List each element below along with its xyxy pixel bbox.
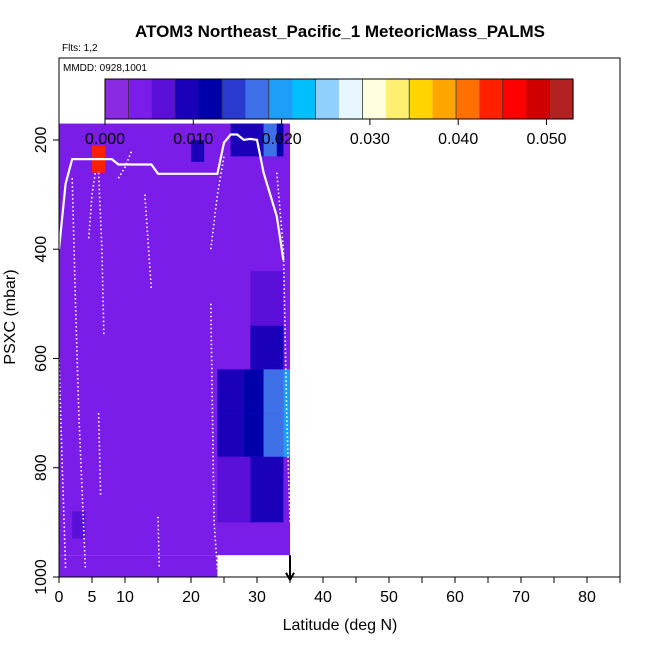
heatmap-cell	[217, 369, 244, 414]
heatmap-cell	[243, 413, 264, 457]
colorbar-swatch	[362, 79, 387, 119]
colorbar-tick-label: 0.020	[262, 131, 302, 148]
flight-track	[210, 303, 219, 569]
heatmap-cell	[250, 325, 284, 370]
heatmap-cell	[276, 123, 284, 157]
colorbar-swatch	[526, 79, 551, 119]
colorbar-swatch	[128, 79, 153, 119]
heatmap-cell	[250, 456, 284, 501]
heatmap-cell	[72, 511, 86, 539]
colorbar-tick-label: 0.040	[438, 131, 478, 148]
heatmap-cell	[158, 413, 224, 468]
x-tick-label: 50	[380, 589, 398, 606]
colorbar-tick-label: 0.050	[526, 131, 566, 148]
flight-track	[210, 156, 225, 250]
heatmap-cell	[125, 555, 218, 577]
heatmap-cell	[243, 369, 264, 414]
colorbar-tick-label: 0.000	[85, 131, 125, 148]
colorbar-swatch	[502, 79, 527, 119]
heatmap-cell	[250, 271, 284, 326]
colorbar-swatch	[222, 79, 246, 119]
colorbar-swatch	[198, 79, 223, 119]
y-tick-label: 600	[33, 345, 50, 372]
heatmap-cell	[250, 500, 284, 523]
flights-label: Flts: 1,2	[62, 43, 98, 54]
y-tick-label: 200	[33, 127, 50, 154]
colorbar-frame	[104, 78, 574, 120]
colorbar-swatch	[105, 79, 129, 119]
x-tick-label: 70	[512, 589, 530, 606]
flight-track	[157, 516, 161, 569]
y-tick-label: 400	[33, 236, 50, 263]
heatmap-cell	[263, 123, 277, 157]
x-tick-label: 10	[116, 589, 134, 606]
chart-title: ATOM3 Northeast_Pacific_1 MeteoricMass_P…	[135, 22, 545, 41]
colorbar-swatch	[151, 79, 176, 119]
x-axis: 0 5 10 20 30 40 50 60 70 80	[55, 577, 621, 606]
colorbar-swatch	[292, 79, 317, 119]
heatmap-cell	[191, 139, 205, 162]
heatmap-cell	[217, 500, 251, 523]
colorbar-tick-label: 0.010	[173, 131, 213, 148]
heatmap-cell	[224, 271, 251, 326]
x-axis-title: Latitude (deg N)	[283, 617, 398, 634]
heatmap-cell	[283, 369, 290, 414]
colorbar-swatch	[479, 79, 504, 119]
heatmap-cell	[283, 413, 290, 457]
y-tick-label: 1000	[33, 559, 50, 595]
colorbar-swatch	[549, 79, 574, 119]
plot-frame	[58, 57, 621, 578]
heatmap-cell	[263, 369, 284, 414]
flight-tracks	[58, 150, 291, 569]
colorbar-swatch	[245, 79, 270, 119]
x-tick-label: 30	[248, 589, 266, 606]
heatmap-cell	[217, 413, 244, 457]
latitude-arrow	[285, 555, 295, 582]
heatmap-cells	[59, 123, 290, 577]
heatmap-cell	[224, 325, 251, 370]
y-axis-title: PSXC (mbar)	[2, 269, 19, 364]
x-tick-label: 0	[55, 589, 64, 606]
y-tick-label: 800	[33, 454, 50, 481]
x-tick-label: 80	[578, 589, 596, 606]
flight-track	[71, 178, 87, 569]
colorbar-swatch	[409, 79, 434, 119]
x-tick-label: 20	[182, 589, 200, 606]
y-axis: 200 400 600 800 1000	[33, 127, 59, 595]
colorbar-tick-label: 0.030	[350, 131, 390, 148]
flight-track	[117, 150, 133, 179]
x-tick-label: 5	[88, 589, 97, 606]
colorbar-swatch	[432, 79, 457, 119]
colorbar-swatch	[175, 79, 200, 119]
colorbar-swatch	[315, 79, 340, 119]
heatmap-cell	[263, 413, 284, 457]
colorbar-swatch	[339, 79, 363, 119]
heatmap-cell	[65, 145, 92, 165]
x-tick-label: 60	[446, 589, 464, 606]
colorbar-swatch	[385, 79, 410, 119]
colorbar-swatch	[268, 79, 293, 119]
dates-label: MMDD: 0928,1001	[63, 63, 147, 74]
tropopause-line	[57, 133, 285, 261]
colorbar: 0.000 0.010 0.020 0.030 0.040 0.050	[85, 78, 574, 148]
flight-track	[97, 413, 102, 496]
tropopause-lines	[57, 133, 285, 261]
x-tick-label: 40	[314, 589, 332, 606]
colorbar-swatch	[456, 79, 480, 119]
flight-track	[58, 358, 67, 569]
heatmap-cell	[217, 456, 251, 501]
flight-track	[97, 172, 105, 337]
heatmap-cell	[59, 555, 125, 577]
